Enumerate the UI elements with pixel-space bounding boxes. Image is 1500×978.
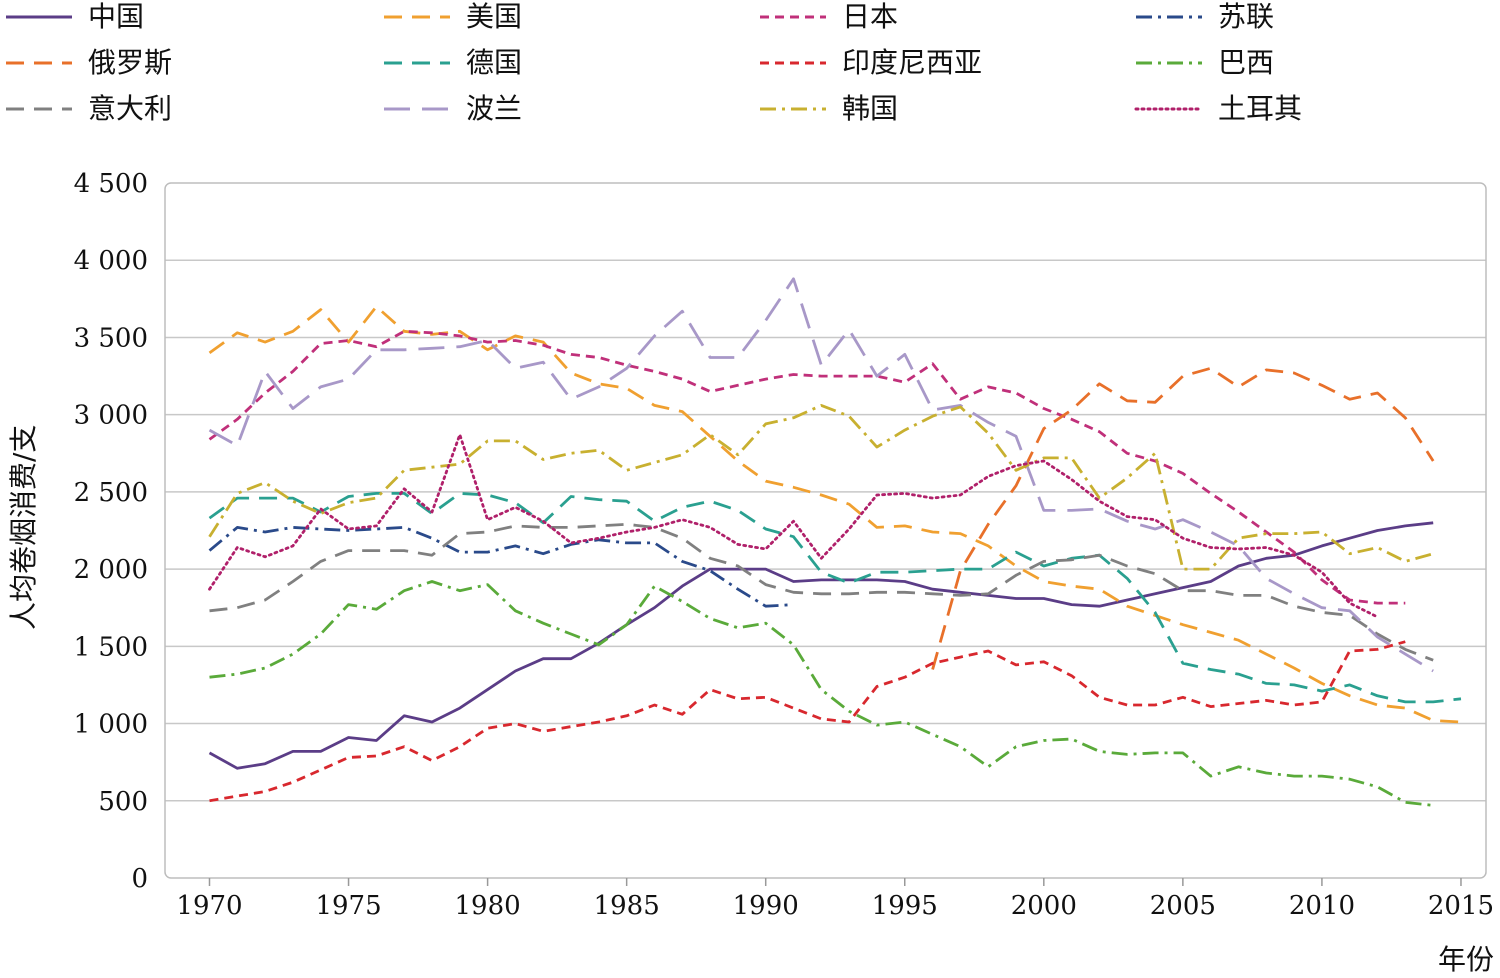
legend-label: 印度尼西亚 xyxy=(842,46,983,79)
y-tick-label: 1 500 xyxy=(74,632,148,662)
legend-label: 德国 xyxy=(466,46,523,79)
series-line-韩国 xyxy=(208,403,1434,571)
legend-swatch xyxy=(6,107,72,111)
x-tick-label: 2010 xyxy=(1289,891,1355,921)
legend-label: 韩国 xyxy=(842,92,899,125)
legend-swatch xyxy=(760,107,826,111)
legend-label: 土耳其 xyxy=(1218,92,1303,125)
gridlines xyxy=(165,259,1486,802)
y-tick-label: 2 000 xyxy=(74,555,148,585)
legend-swatch xyxy=(1134,107,1204,111)
legend-item: 波兰 xyxy=(378,92,748,132)
legend-item: 日本 xyxy=(754,0,1124,40)
legend-item: 德国 xyxy=(378,46,748,86)
legend-swatch xyxy=(1136,15,1202,19)
legend-label: 巴西 xyxy=(1218,46,1275,79)
axes: 0 500 1 000 1 500 2 000 2 500 3 000 3 500 4 000 4… xyxy=(74,169,1494,921)
series-line-俄罗斯 xyxy=(931,366,1435,670)
x-tick-label: 1995 xyxy=(872,891,938,921)
legend-label: 苏联 xyxy=(1218,0,1275,33)
series-lines xyxy=(208,277,1462,807)
x-axis-label: 年份 xyxy=(1437,943,1494,976)
legend-item: 中国 xyxy=(0,0,370,40)
series-line-印度尼西亚 xyxy=(209,640,1406,803)
legend-swatch xyxy=(760,61,826,65)
y-tick-label: 2 500 xyxy=(74,478,148,508)
series-line-意大利 xyxy=(209,522,1434,662)
x-tick-label: 2015 xyxy=(1428,891,1494,921)
x-tick-label: 1980 xyxy=(455,891,521,921)
legend-swatch xyxy=(6,61,72,65)
legend-swatch xyxy=(384,107,450,111)
y-tick-label: 500 xyxy=(98,787,148,817)
y-tick-label: 4 500 xyxy=(74,169,148,199)
legend-item: 俄罗斯 xyxy=(0,46,370,86)
legend-swatch xyxy=(6,15,72,19)
legend-item: 土耳其 xyxy=(1130,92,1500,132)
series-line-日本 xyxy=(208,329,1406,605)
legend-swatch xyxy=(760,15,826,19)
legend-label: 俄罗斯 xyxy=(88,46,173,79)
series-line-巴西 xyxy=(209,580,1434,807)
x-tick-label: 1970 xyxy=(176,891,242,921)
legend-label: 美国 xyxy=(466,0,523,33)
legend-item: 韩国 xyxy=(754,92,1124,132)
y-tick-label: 3 500 xyxy=(74,323,148,353)
legend-swatch xyxy=(1136,61,1202,65)
series-line-美国 xyxy=(208,305,1462,724)
series-line-土耳其 xyxy=(208,433,1379,619)
legend: 中国 美国 日本 苏联俄罗斯 德国 印度尼西亚 巴西意大利 波兰 韩国 土耳其 xyxy=(0,0,1500,140)
legend-label: 中国 xyxy=(88,0,145,33)
legend-item: 印度尼西亚 xyxy=(754,46,1124,86)
legend-item: 苏联 xyxy=(1130,0,1500,40)
legend-item: 美国 xyxy=(378,0,748,40)
y-tick-label: 1 000 xyxy=(74,710,148,740)
y-tick-label: 3 000 xyxy=(74,401,148,431)
legend-swatch xyxy=(384,61,450,65)
x-tick-label: 1985 xyxy=(594,891,660,921)
legend-item: 巴西 xyxy=(1130,46,1500,86)
x-tick-label: 2000 xyxy=(1011,891,1077,921)
legend-label: 日本 xyxy=(842,0,899,33)
x-tick-label: 2005 xyxy=(1150,891,1216,921)
plot-frame xyxy=(164,182,1487,879)
legend-swatch xyxy=(384,15,450,19)
legend-label: 意大利 xyxy=(88,92,173,125)
series-line-波兰 xyxy=(208,277,1434,673)
series-line-中国 xyxy=(208,521,1434,770)
x-tick-label: 1990 xyxy=(733,891,799,921)
y-axis-label: 人均卷烟消费/支 xyxy=(7,424,40,630)
y-tick-label: 4 000 xyxy=(74,246,148,276)
series-line-德国 xyxy=(208,491,1462,704)
y-tick-label: 0 xyxy=(131,864,148,894)
legend-item: 意大利 xyxy=(0,92,370,132)
x-tick-label: 1975 xyxy=(315,891,381,921)
legend-label: 波兰 xyxy=(466,92,523,125)
